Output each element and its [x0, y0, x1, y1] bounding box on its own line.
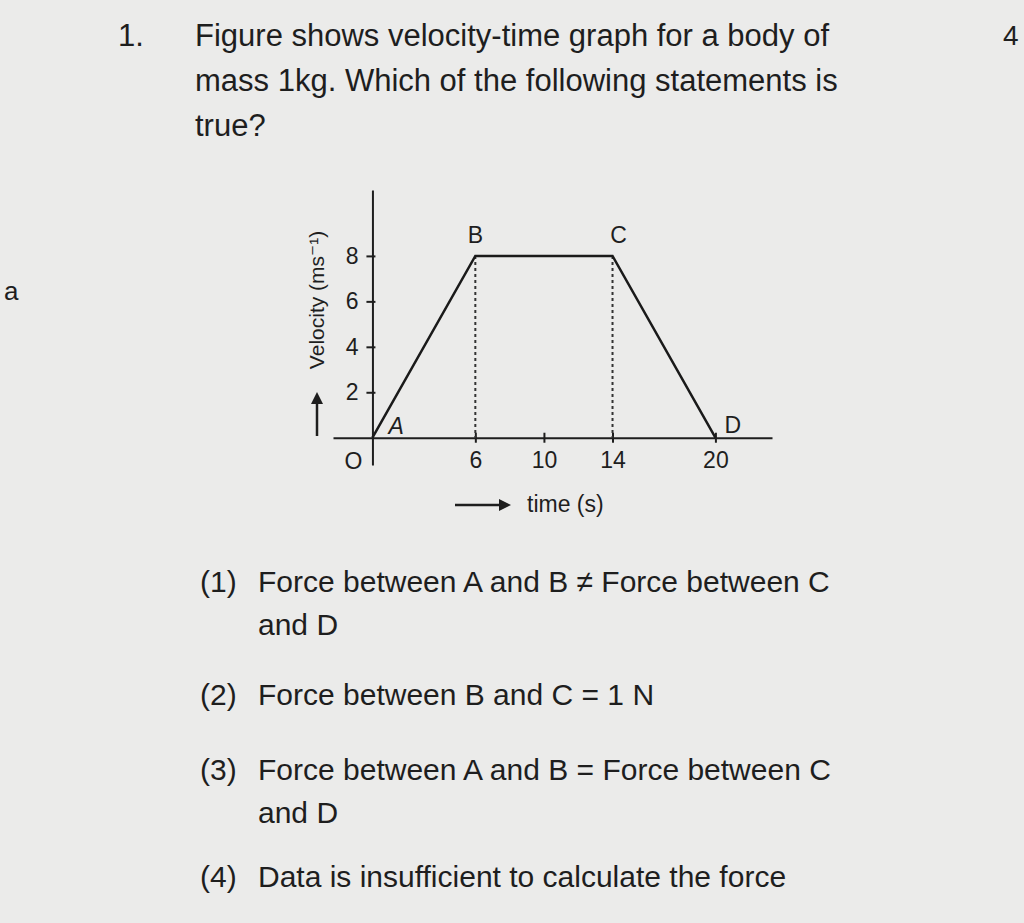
question-text: true?	[195, 108, 266, 143]
page: 4 a 1. Figure shows velocity-time graph for…	[0, 0, 1024, 923]
option-text: Force between B and C = 1 N	[258, 678, 654, 711]
option-text: and D	[258, 796, 338, 829]
option-text: Force between A and B ≠ Force between C	[258, 565, 830, 598]
x-tick: 6	[469, 433, 482, 473]
y-tick-label: 2	[346, 379, 359, 405]
margin-mark: a	[4, 276, 19, 306]
origin-label: O	[345, 448, 363, 474]
drop-line	[612, 256, 614, 438]
option-number: (1)	[200, 565, 237, 598]
y-tick: 8	[346, 243, 376, 269]
x-title-arrow	[455, 504, 500, 507]
option-number: (4)	[200, 860, 237, 893]
chart: 6 10 14 20 2 4 6 8 OA B C D Velocity (ms⁻¹) time (s)	[305, 191, 773, 518]
y-tick-label: 4	[346, 334, 359, 360]
point-label: A	[386, 413, 403, 439]
option-number: (2)	[200, 678, 237, 711]
plot-area	[372, 256, 715, 438]
x-tick: 10	[532, 433, 558, 473]
x-tick: 14	[600, 433, 626, 473]
y-tick-label: 8	[346, 243, 359, 269]
x-tick-label: 6	[469, 447, 482, 473]
question-text: mass 1kg. Which of the following stateme…	[195, 63, 838, 98]
y-tick: 2	[346, 379, 376, 405]
x-tick-label: 14	[600, 447, 626, 473]
x-tick: 20	[703, 433, 729, 473]
x-tick-label: 10	[532, 447, 558, 473]
y-axis: 2 4 6 8	[346, 191, 376, 466]
y-tick-mark	[366, 255, 375, 257]
x-axis: 6 10 14 20	[334, 433, 773, 473]
point-label: D	[724, 412, 741, 438]
question-number: 1.	[118, 18, 144, 53]
point-label: C	[610, 222, 627, 248]
option-text: and D	[258, 608, 338, 641]
velocity-line	[372, 256, 715, 438]
option-number: (3)	[200, 753, 237, 786]
x-tick-mark	[543, 433, 545, 443]
drop-line	[474, 256, 476, 438]
y-tick-mark	[366, 392, 375, 394]
y-tick-mark	[366, 301, 375, 303]
option-text: Force between A and B = Force between C	[258, 753, 831, 786]
y-title-arrowhead	[311, 392, 323, 404]
x-axis-title: time (s)	[527, 491, 604, 517]
x-tick-mark	[612, 433, 614, 443]
option-text: Data is insufficient to calculate the fo…	[258, 860, 786, 893]
y-tick: 6	[346, 288, 376, 314]
margin-mark: 4	[1003, 20, 1019, 51]
y-title-arrow	[316, 402, 319, 436]
x-title-arrowhead	[499, 499, 511, 511]
y-tick-label: 6	[346, 288, 359, 314]
point-label: B	[468, 222, 483, 248]
x-tick-mark	[475, 433, 477, 443]
question-text: Figure shows velocity-time graph for a b…	[195, 18, 829, 53]
y-axis-line	[372, 191, 374, 466]
y-axis-title: Velocity (ms⁻¹)	[305, 231, 328, 369]
y-tick: 4	[346, 334, 376, 360]
y-tick-mark	[366, 346, 375, 348]
x-tick-label: 20	[703, 447, 729, 473]
